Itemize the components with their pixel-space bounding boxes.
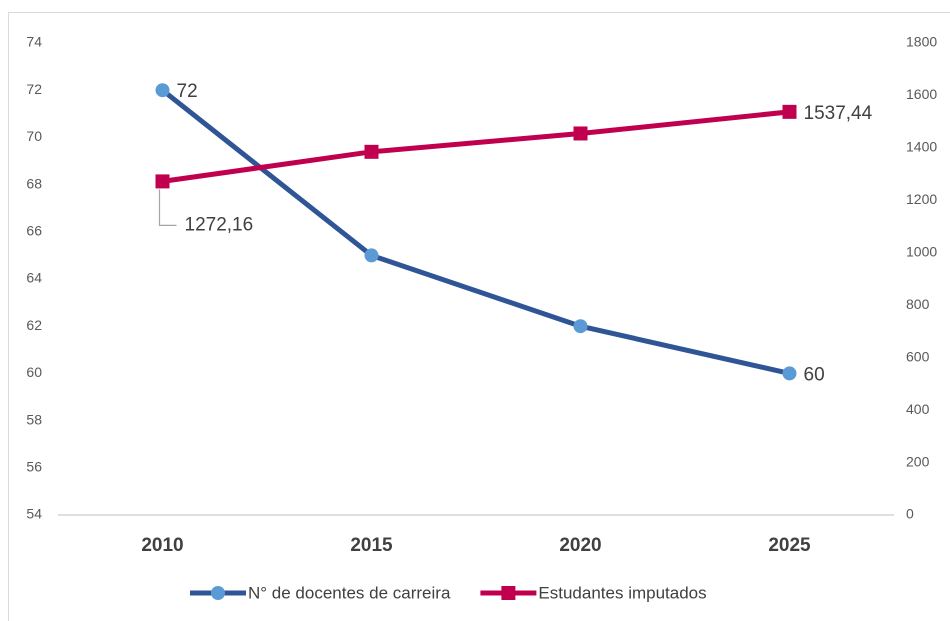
y-tick-label: 74 [26, 34, 42, 50]
legend-label: N° de docentes de carreira [248, 583, 451, 602]
y2-tick-label: 1400 [906, 139, 937, 155]
x-tick-label: 2020 [559, 535, 601, 556]
y-tick-label: 62 [26, 317, 42, 333]
x-tick-label: 2010 [141, 535, 183, 556]
y2-tick-label: 600 [906, 348, 930, 364]
y-tick-label: 64 [26, 270, 42, 286]
marker [782, 104, 797, 119]
leader-line [158, 189, 177, 227]
marker [155, 83, 170, 98]
y2-tick-label: 1200 [906, 191, 937, 207]
y-tick-label: 70 [26, 128, 42, 144]
y2-tick-label: 400 [906, 401, 930, 417]
data-label: 72 [177, 81, 198, 102]
legend-label: Estudantes imputados [538, 583, 706, 602]
marker [155, 174, 170, 189]
y2-tick-label: 200 [906, 453, 930, 469]
marker [573, 319, 588, 334]
data-label: 60 [804, 364, 825, 385]
chart-frame [8, 12, 950, 621]
y-tick-label: 56 [26, 459, 42, 475]
x-tick-label: 2015 [350, 535, 393, 556]
y2-tick-label: 1600 [906, 86, 937, 102]
y2-tick-label: 1000 [906, 243, 937, 259]
legend-marker [211, 586, 225, 600]
marker [573, 126, 588, 141]
y-tick-label: 54 [26, 506, 42, 522]
x-tick-label: 2025 [768, 535, 811, 556]
data-label: 1537,44 [804, 103, 873, 124]
y2-tick-label: 1800 [906, 34, 937, 50]
series-line [160, 88, 791, 376]
y-tick-label: 60 [26, 364, 42, 380]
y-tick-label: 66 [26, 223, 42, 239]
series-line [162, 109, 790, 184]
y-tick-label: 68 [26, 175, 42, 191]
marker [782, 366, 797, 381]
marker [364, 144, 379, 159]
legend-marker [501, 586, 516, 600]
y-tick-label: 72 [26, 81, 42, 97]
data-label: 1272,16 [185, 214, 254, 235]
y2-tick-label: 0 [906, 506, 914, 522]
y-tick-label: 58 [26, 411, 42, 427]
marker [364, 248, 379, 263]
y2-tick-label: 800 [906, 296, 930, 312]
